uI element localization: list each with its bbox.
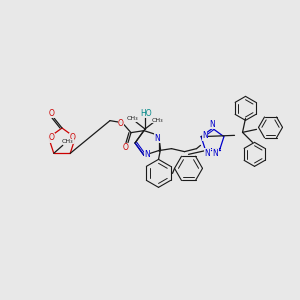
Text: CH₃: CH₃ [62,139,74,144]
Text: O: O [49,109,55,118]
Text: N: N [202,131,208,140]
Text: N: N [205,148,210,158]
Text: O: O [123,143,129,152]
Text: O: O [69,133,75,142]
Text: CH₃: CH₃ [126,116,138,122]
Text: O: O [118,119,124,128]
Text: HO: HO [140,109,152,118]
Text: N: N [144,150,150,159]
Text: N: N [154,134,160,143]
Text: CH₃: CH₃ [151,118,163,122]
Text: N: N [213,148,218,158]
Text: N: N [210,120,215,129]
Text: O: O [49,133,55,142]
